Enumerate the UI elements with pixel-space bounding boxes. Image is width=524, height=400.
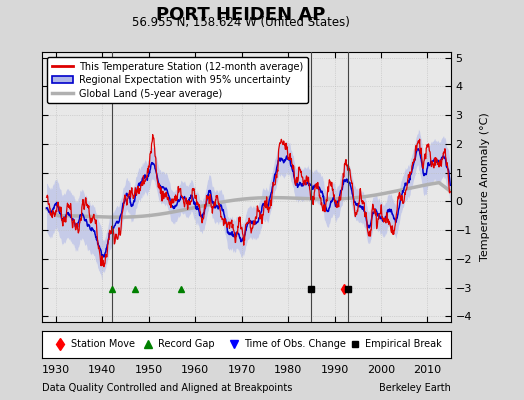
Text: 1930: 1930 xyxy=(42,365,70,375)
Text: 1940: 1940 xyxy=(88,365,116,375)
Text: Record Gap: Record Gap xyxy=(158,339,215,350)
Y-axis label: Temperature Anomaly (°C): Temperature Anomaly (°C) xyxy=(481,113,490,261)
Text: 1990: 1990 xyxy=(320,365,348,375)
Text: 2000: 2000 xyxy=(367,365,395,375)
Text: Station Move: Station Move xyxy=(71,339,135,350)
Text: Berkeley Earth: Berkeley Earth xyxy=(379,383,451,393)
Legend: This Temperature Station (12-month average), Regional Expectation with 95% uncer: This Temperature Station (12-month avera… xyxy=(47,57,308,103)
Text: 2010: 2010 xyxy=(413,365,442,375)
Text: 56.955 N, 158.624 W (United States): 56.955 N, 158.624 W (United States) xyxy=(132,16,350,29)
Text: 1970: 1970 xyxy=(227,365,256,375)
Text: PORT HEIDEN AP: PORT HEIDEN AP xyxy=(156,6,326,24)
Text: 1960: 1960 xyxy=(181,365,209,375)
Text: 1950: 1950 xyxy=(135,365,163,375)
Text: Empirical Break: Empirical Break xyxy=(365,339,442,350)
Text: Time of Obs. Change: Time of Obs. Change xyxy=(244,339,346,350)
Text: 1980: 1980 xyxy=(274,365,302,375)
Text: Data Quality Controlled and Aligned at Breakpoints: Data Quality Controlled and Aligned at B… xyxy=(42,383,292,393)
